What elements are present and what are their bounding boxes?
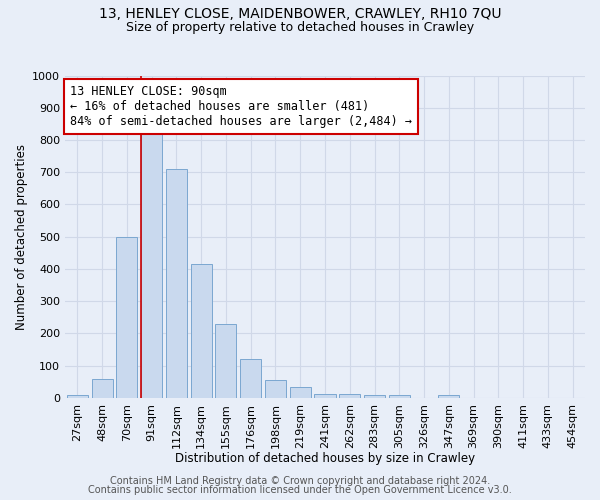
- Y-axis label: Number of detached properties: Number of detached properties: [15, 144, 28, 330]
- Bar: [116, 236, 137, 398]
- Bar: [339, 394, 360, 398]
- Bar: [67, 396, 88, 398]
- Bar: [240, 360, 261, 398]
- Bar: [215, 324, 236, 398]
- Bar: [92, 378, 113, 398]
- Text: Contains HM Land Registry data © Crown copyright and database right 2024.: Contains HM Land Registry data © Crown c…: [110, 476, 490, 486]
- Text: Size of property relative to detached houses in Crawley: Size of property relative to detached ho…: [126, 21, 474, 34]
- Bar: [389, 394, 410, 398]
- Text: Contains public sector information licensed under the Open Government Licence v3: Contains public sector information licen…: [88, 485, 512, 495]
- Text: 13 HENLEY CLOSE: 90sqm
← 16% of detached houses are smaller (481)
84% of semi-de: 13 HENLEY CLOSE: 90sqm ← 16% of detached…: [70, 85, 412, 128]
- X-axis label: Distribution of detached houses by size in Crawley: Distribution of detached houses by size …: [175, 452, 475, 465]
- Bar: [314, 394, 335, 398]
- Bar: [364, 394, 385, 398]
- Bar: [166, 169, 187, 398]
- Bar: [290, 388, 311, 398]
- Bar: [438, 396, 460, 398]
- Text: 13, HENLEY CLOSE, MAIDENBOWER, CRAWLEY, RH10 7QU: 13, HENLEY CLOSE, MAIDENBOWER, CRAWLEY, …: [99, 8, 501, 22]
- Bar: [191, 264, 212, 398]
- Bar: [265, 380, 286, 398]
- Bar: [141, 130, 162, 398]
